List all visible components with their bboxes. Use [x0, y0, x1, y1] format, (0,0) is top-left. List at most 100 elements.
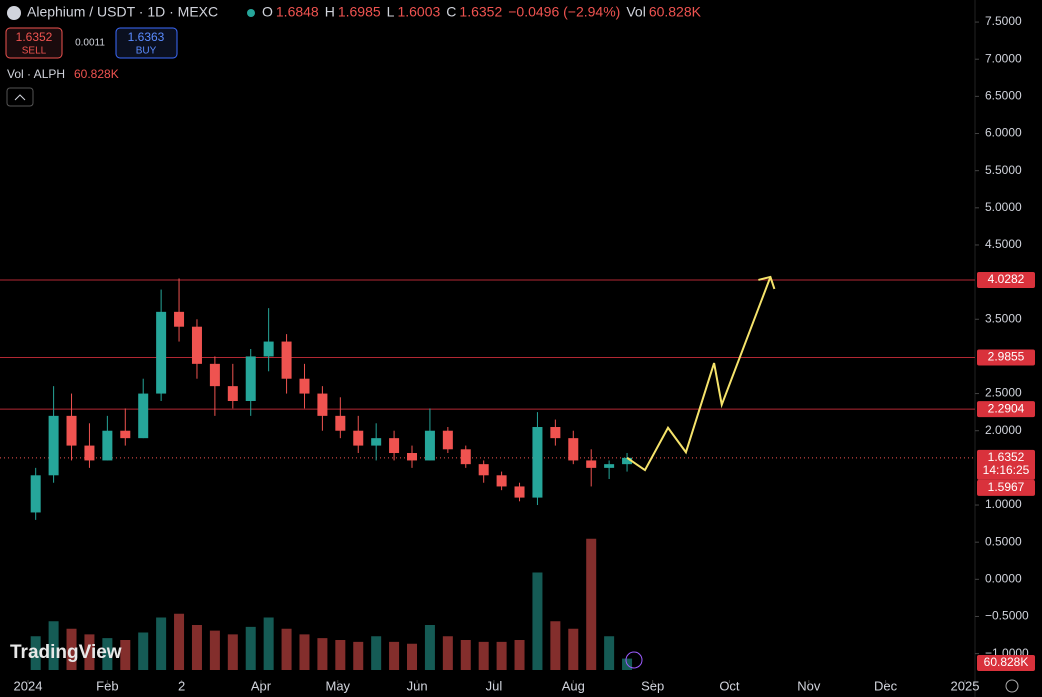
volume-bar [174, 613, 185, 670]
change: −0.0496 (−2.94%) [508, 4, 620, 20]
volume-bar [191, 625, 202, 670]
countdown: 14:16:25 [983, 463, 1030, 477]
candle-body [138, 393, 149, 439]
y-tick-label: 0.5000 [985, 534, 1022, 548]
volume-bar [66, 628, 77, 670]
candle-body [227, 386, 238, 402]
volume-bar [120, 640, 131, 670]
candle-body [281, 341, 292, 379]
ohlc-legend: O 1.6848 H 1.6985 L 1.6003 C 1.6352 −0.0496 (−2.… [262, 4, 702, 20]
candle-body [84, 445, 95, 461]
collapse-icon [14, 94, 26, 101]
y-tick-label: 5.5000 [985, 163, 1022, 177]
candle-body [622, 457, 633, 465]
collapse-button[interactable] [6, 87, 34, 107]
candle-body [532, 427, 543, 498]
y-tick-label: 2.0000 [985, 423, 1022, 437]
level-label: 4.0282 [988, 272, 1025, 286]
last-price: 1.6352 [988, 450, 1025, 464]
sell-price: 1.6352 [16, 30, 53, 44]
volume-bar [604, 636, 615, 670]
spread: 0.0011 [75, 38, 105, 49]
volume-label: 60.828K [984, 655, 1029, 669]
ohlc-key: H [325, 4, 335, 20]
candle-body [30, 475, 41, 513]
y-tick-label: 7.5000 [985, 14, 1022, 28]
y-tick-label: 2.5000 [985, 386, 1022, 400]
ohlc-value: 1.6985 [338, 4, 381, 20]
volume-bar [496, 641, 507, 670]
candle-body [209, 363, 220, 387]
level-label: 2.9855 [988, 350, 1025, 364]
vol-key: Vol [626, 4, 645, 20]
y-tick-label: 6.5000 [985, 89, 1022, 103]
symbol[interactable]: Alephium / USDT · 1D · MEXC [27, 4, 218, 20]
candle-body [263, 341, 274, 357]
buy-button[interactable] [115, 27, 178, 59]
x-tick-label: Jun [407, 678, 428, 693]
volume-bar [389, 641, 400, 670]
buy-label: BUY [136, 46, 157, 57]
low-label: 1.5967 [988, 480, 1025, 494]
volume-legend: Vol · ALPH [7, 67, 65, 81]
alert-icon[interactable] [625, 651, 643, 669]
volume-bar [317, 638, 328, 670]
candle-body [174, 311, 185, 327]
ohlc-key: L [387, 4, 395, 20]
candle-body [335, 415, 346, 431]
candle-body [156, 311, 167, 394]
volume-bar [138, 632, 149, 670]
projection-line [626, 276, 772, 472]
x-tick-label: Jul [486, 678, 503, 693]
volume-bar [353, 641, 364, 670]
candle-body [478, 464, 489, 476]
candle-body [317, 393, 328, 416]
candle-body [604, 464, 615, 468]
level-label: 2.2904 [988, 401, 1025, 415]
volume-bar [478, 641, 489, 670]
volume-bar [335, 640, 346, 670]
y-tick-label: 0.0000 [985, 571, 1022, 585]
ohlc-value: 1.6352 [459, 4, 502, 20]
y-tick-label: 6.0000 [985, 126, 1022, 140]
candle-body [371, 438, 382, 446]
x-tick-label: 2025 [951, 678, 980, 693]
sell-button[interactable] [5, 27, 63, 59]
candle-body [299, 378, 310, 394]
volume-label-box [977, 655, 1035, 671]
volume-bar [371, 636, 382, 670]
volume-bar [245, 626, 256, 670]
y-tick-label: 1.0000 [985, 497, 1022, 511]
candle-body [120, 430, 131, 439]
volume-bar [568, 628, 579, 670]
candle-body [389, 438, 400, 454]
volume-bar [442, 636, 453, 670]
candle-body [245, 356, 256, 402]
candle-body [514, 486, 525, 498]
volume-bar [30, 636, 41, 670]
candle-body [407, 453, 418, 461]
volume-legend-value: 60.828K [74, 67, 119, 81]
volume-bar [299, 634, 310, 670]
vol-value: 60.828K [649, 4, 702, 20]
y-tick-label: 5.0000 [985, 200, 1022, 214]
y-tick-label: 7.0000 [985, 51, 1022, 65]
x-tick-label: Dec [874, 678, 898, 693]
candle-body [586, 460, 597, 468]
candle-body [353, 430, 364, 446]
candle-body [496, 475, 507, 487]
candle-body [460, 449, 471, 465]
x-tick-label: May [325, 678, 350, 693]
level-label-box [977, 349, 1035, 366]
volume-bar [84, 634, 95, 670]
volume-bar [102, 638, 113, 670]
volume-bar [586, 538, 597, 670]
x-tick-label: Apr [251, 678, 272, 693]
ohlc-value: 1.6848 [276, 4, 319, 20]
x-tick-label: Feb [96, 678, 118, 693]
volume-bar [550, 621, 561, 670]
low-label-box [977, 479, 1035, 496]
settings-icon[interactable] [1005, 679, 1019, 693]
y-tick-label: 4.5000 [985, 237, 1022, 251]
projection-arrowhead [758, 275, 776, 290]
